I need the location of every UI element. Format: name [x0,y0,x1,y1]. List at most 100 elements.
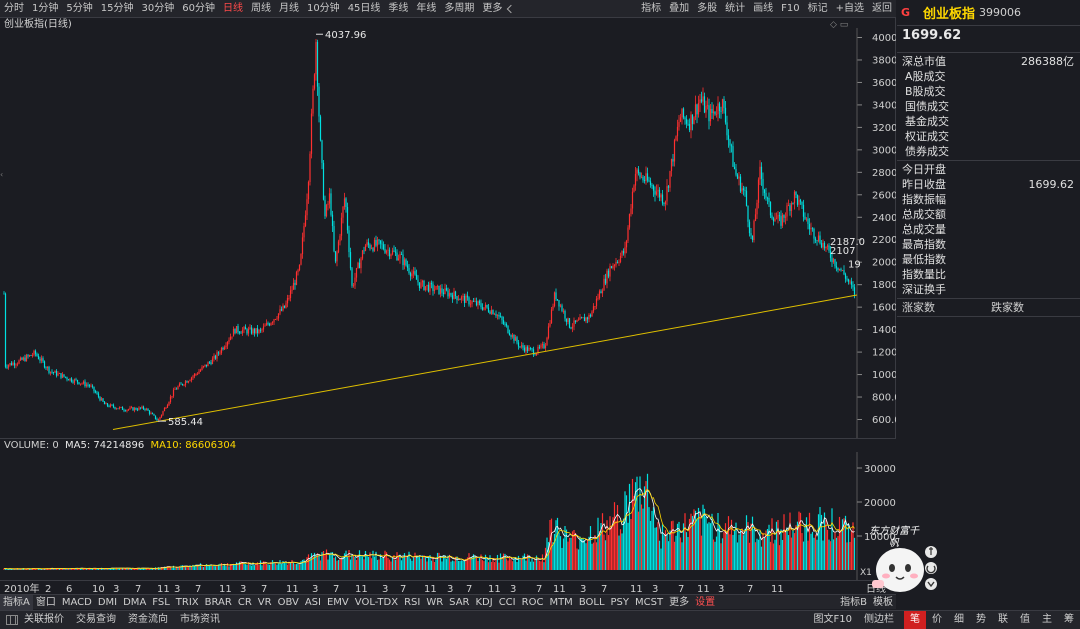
candle-body [775,218,778,220]
status-link-1[interactable]: 交易查询 [76,614,116,625]
volume-bar [519,559,521,570]
panel-tab-3[interactable]: 势 [976,614,986,625]
chart-window-controls[interactable]: ◇ ▭ [830,20,849,30]
tool-button-0[interactable]: 指标 [641,2,662,14]
indicator-tab-0[interactable]: 指标A [0,594,33,610]
status-link-3[interactable]: 市场资讯 [180,614,220,625]
indicator-tab-14[interactable]: RSI [404,596,421,608]
indicator-tab-7[interactable]: BRAR [204,596,232,608]
volume-bar [373,556,376,570]
indicator-tab-8[interactable]: CR [237,596,252,608]
candle-body [649,181,652,185]
volume-bar [273,562,275,570]
volume-bar [28,568,31,570]
indicator-tab-13[interactable]: VOL-TDX [354,596,399,608]
period-tab-1[interactable]: 1分钟 [32,2,59,14]
indicator-tab-4[interactable]: DMA [123,596,147,608]
volume-bar [730,519,733,570]
indicator-tab-18[interactable]: CCI [498,596,516,608]
panel-tab-2[interactable]: 细 [954,614,964,625]
candle-body [195,373,197,375]
period-tab-6[interactable]: 日线 [222,2,243,14]
panel-tab-4[interactable]: 联 [998,614,1008,625]
tool-button-4[interactable]: 画线 [753,2,774,14]
indicator-right-tab-1[interactable]: 模板 [873,596,893,608]
panel-tab-5[interactable]: 值 [1020,614,1030,625]
candle-body [82,381,85,384]
layout-grid-icon[interactable] [6,615,18,625]
period-tab-3[interactable]: 15分钟 [100,2,134,14]
volume-bar [603,534,605,570]
period-tab-11[interactable]: 季线 [388,2,409,14]
period-tab-8[interactable]: 月线 [278,2,299,14]
volume-bar [387,557,389,570]
candle-body [588,314,590,320]
period-tab-2[interactable]: 5分钟 [66,2,93,14]
volume-bar [367,556,370,570]
indicator-tab-22[interactable]: PSY [610,596,630,608]
status-link-2[interactable]: 资金流向 [128,614,168,625]
indicator-tab-3[interactable]: DMI [97,596,118,608]
indicator-tab-10[interactable]: OBV [277,596,299,608]
period-tab-13[interactable]: 多周期 [444,2,475,14]
status-link-0[interactable]: 关联报价 [24,614,64,625]
candle-body [583,317,586,322]
candle-body [847,279,850,282]
indicator-tab-11[interactable]: ASI [304,596,321,608]
candle-body [372,248,374,251]
candle-body [594,306,596,307]
status-right-link-1[interactable]: 侧边栏 [864,614,894,625]
tool-button-6[interactable]: 标记 [807,2,828,14]
indicator-tab-5[interactable]: FSL [152,596,170,608]
indicator-tab-9[interactable]: VR [257,596,272,608]
period-tab-14[interactable]: 更多 [482,2,503,14]
tool-button-3[interactable]: 统计 [725,2,746,14]
panel-tab-6[interactable]: 主 [1042,614,1052,625]
volume-bar [609,516,611,570]
period-tab-12[interactable]: 年线 [416,2,437,14]
indicator-tab-17[interactable]: KDJ [475,596,493,608]
period-tab-4[interactable]: 30分钟 [141,2,175,14]
tool-button-1[interactable]: 叠加 [669,2,690,14]
indicator-right-tab-0[interactable]: 指标B [840,596,867,608]
panel-tab-0[interactable]: 笔 [904,611,926,629]
candle-body [717,103,719,115]
indicator-tab-19[interactable]: ROC [521,596,544,608]
indicator-tab-21[interactable]: BOLL [578,596,605,608]
period-tab-9[interactable]: 10分钟 [306,2,340,14]
indicator-tab-24[interactable]: 更多 [669,596,690,608]
date-label: 11 [630,584,643,595]
mascot-assistant[interactable]: 东方财富千帆 [862,522,942,598]
chevron-right-icon[interactable] [506,0,516,18]
indicator-tab-12[interactable]: EMV [326,596,349,608]
candle-body [835,266,838,268]
period-tab-0[interactable]: 分时 [4,2,24,14]
volume-bar [739,529,742,570]
indicator-tab-16[interactable]: SAR [449,596,470,608]
candle-body [535,352,538,356]
status-right-link-0[interactable]: 图文F10 [813,614,852,625]
main-kline-chart[interactable]: 创业板指(日线) ◇ ▭ 4000 3800 3600 3400 3200 3000 280… [0,18,896,438]
period-tab-10[interactable]: 45日线 [347,2,381,14]
panel-tab-1[interactable]: 价 [932,614,942,625]
indicator-tab-15[interactable]: WR [426,596,444,608]
indicator-tab-1[interactable]: 窗口 [35,596,56,608]
indicator-tab-6[interactable]: TRIX [175,596,199,608]
volume-bar [661,524,664,570]
collapse-left-arrow-icon[interactable]: ‹ [0,170,4,179]
panel-tab-7[interactable]: 筹 [1064,614,1074,625]
volume-bar [777,520,779,570]
indicator-settings-tab[interactable]: 设置 [695,596,716,608]
indicator-tab-23[interactable]: MCST [635,596,664,608]
indicator-tab-20[interactable]: MTM [549,596,573,608]
tool-button-8[interactable]: 返回 [872,2,892,14]
candle-body [385,250,388,253]
period-tab-7[interactable]: 周线 [250,2,271,14]
tool-button-5[interactable]: F10 [781,2,800,14]
volume-chart[interactable]: 30000 20000 10000 X1 [0,452,896,580]
tool-button-7[interactable]: +自选 [835,2,864,14]
period-tab-5[interactable]: 60分钟 [182,2,215,14]
indicator-tab-2[interactable]: MACD [61,596,92,608]
tool-button-2[interactable]: 多股 [697,2,718,14]
candle-body [141,406,143,409]
